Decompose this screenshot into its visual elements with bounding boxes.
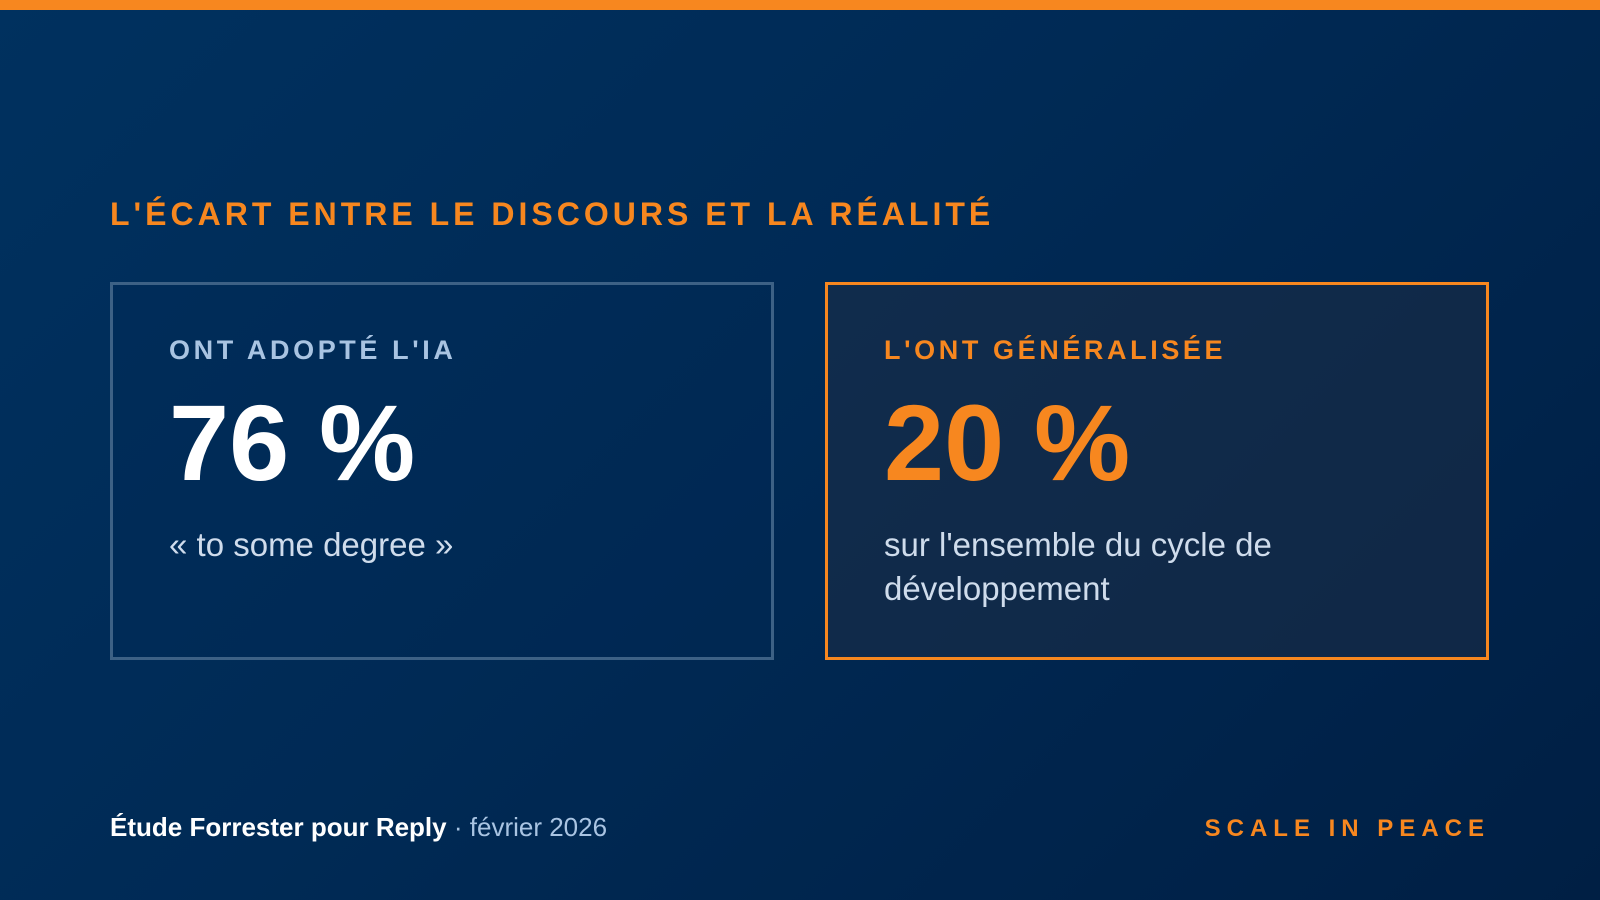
stat-card-generalisation: L'ONT GÉNÉRALISÉE 20 % sur l'ensemble du… [825, 282, 1489, 660]
stat-value: 20 % [884, 382, 1131, 503]
stat-label: L'ONT GÉNÉRALISÉE [884, 335, 1227, 365]
stat-note: « to some degree » [169, 526, 454, 563]
footer-source: Étude Forrester pour Reply [110, 812, 447, 842]
footer-date: février 2026 [469, 812, 608, 842]
stat-note: sur l'ensemble du cycle de développement [884, 526, 1272, 607]
section-heading: L'ÉCART ENTRE LE DISCOURS ET LA RÉALITÉ [110, 196, 995, 232]
footer-separator: · [453, 812, 463, 842]
stat-value: 76 % [169, 382, 416, 503]
top-accent-bar [0, 0, 1600, 10]
brand-tagline: SCALE IN PEACE [1204, 815, 1490, 842]
footer-source-line: Étude Forrester pour Reply · février 202… [110, 812, 607, 843]
stat-label: ONT ADOPTÉ L'IA [169, 335, 457, 365]
stat-card-adoption: ONT ADOPTÉ L'IA 76 % « to some degree » [110, 282, 774, 660]
